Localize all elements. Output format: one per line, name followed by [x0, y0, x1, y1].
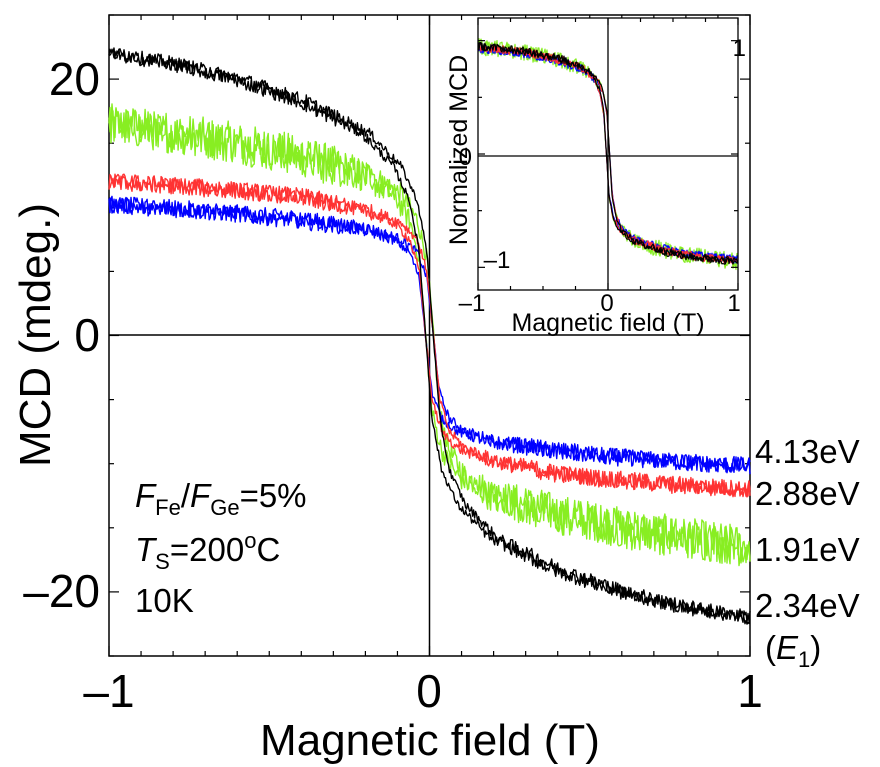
inset-y-tick-label: 1	[733, 35, 746, 62]
main-x-tick-label: –1	[83, 665, 134, 717]
main-x-tick-label: 0	[416, 665, 442, 717]
series-label-1-91ev: 1.91eV	[755, 531, 860, 568]
main-y-axis-title: MCD (mdeg.)	[11, 203, 60, 467]
main-x-axis-title: Magnetic field (T)	[260, 716, 600, 765]
substrate-temperature-annotation: TS=200oC	[135, 528, 280, 574]
measurement-temperature-annotation: 10K	[135, 582, 194, 619]
series-sublabel-e1: (E1)	[765, 629, 821, 672]
inset-x-axis-title: Magnetic field (T)	[511, 309, 704, 337]
main-y-tick-label: 20	[49, 53, 100, 105]
inset-x-tick-label: –1	[459, 290, 486, 317]
series-label-2-34ev: 2.34eV	[755, 587, 860, 624]
flux-ratio-annotation: FFe/FGe=5%	[135, 477, 307, 520]
inset-y-tick-label: –1	[484, 247, 511, 274]
inset-x-tick-label: 0	[600, 290, 613, 317]
main-x-tick-label: 1	[737, 665, 763, 717]
inset-x-tick-label: 1	[727, 290, 740, 317]
main-series-group	[108, 47, 751, 625]
main-y-tick-label: –20	[23, 565, 100, 617]
main-y-tick-label: 0	[74, 309, 100, 361]
inset-axis-ticks	[477, 18, 739, 290]
main-series-line	[108, 48, 751, 625]
main-series-line	[108, 173, 751, 498]
series-label-4-13ev: 4.13eV	[755, 433, 860, 470]
inset-y-axis-title: Normalized MCD	[445, 55, 473, 245]
inset-y-tick-label: 0	[459, 144, 472, 171]
series-label-2-88ev: 2.88eV	[755, 475, 860, 512]
